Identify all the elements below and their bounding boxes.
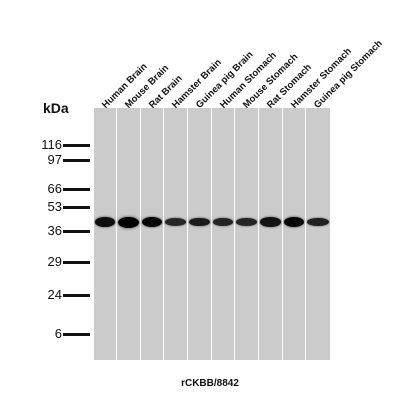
marker-label: 66 xyxy=(47,181,62,196)
antibody-caption: rCKBB/8842 xyxy=(181,378,239,389)
lane-labels: Human Brain Mouse Brain Rat Brain Hamster B… xyxy=(0,0,400,111)
lane xyxy=(94,108,116,360)
marker-tick xyxy=(63,188,90,191)
marker-66: 66 xyxy=(47,181,90,196)
marker-label: 116 xyxy=(41,137,62,152)
lane xyxy=(283,108,305,360)
marker-label: 53 xyxy=(47,199,62,214)
marker-tick xyxy=(63,206,90,209)
lane xyxy=(117,108,140,360)
marker-tick xyxy=(63,261,90,264)
lane xyxy=(259,108,282,360)
protein-band xyxy=(284,216,304,228)
lane xyxy=(164,108,187,360)
kda-axis-label: kDa xyxy=(43,100,69,116)
lane xyxy=(141,108,163,360)
marker-24: 24 xyxy=(47,287,90,302)
protein-band xyxy=(95,217,115,227)
protein-band xyxy=(236,218,257,226)
marker-36: 36 xyxy=(47,223,90,238)
lane xyxy=(306,108,330,360)
marker-label: 29 xyxy=(47,254,62,269)
marker-tick xyxy=(63,294,90,297)
protein-band xyxy=(307,217,329,227)
marker-tick xyxy=(63,159,90,162)
protein-band xyxy=(118,216,139,228)
marker-116: 116 xyxy=(41,138,90,151)
marker-label: 24 xyxy=(47,287,62,302)
marker-tick xyxy=(63,230,90,233)
marker-tick xyxy=(63,144,90,147)
protein-band xyxy=(142,216,162,228)
blot-membrane xyxy=(94,108,330,360)
marker-97: 97 xyxy=(47,152,90,167)
marker-label: 97 xyxy=(47,152,62,167)
marker-53: 53 xyxy=(47,199,90,214)
marker-tick xyxy=(63,333,90,336)
protein-band xyxy=(213,218,233,226)
protein-band xyxy=(189,217,210,227)
lane xyxy=(188,108,211,360)
lane xyxy=(235,108,258,360)
lane xyxy=(212,108,234,360)
marker-label: 6 xyxy=(54,326,62,341)
protein-band xyxy=(165,218,186,226)
marker-6: 6 xyxy=(50,326,90,341)
protein-band xyxy=(260,217,281,227)
marker-label: 36 xyxy=(47,223,62,238)
marker-29: 29 xyxy=(47,254,90,269)
